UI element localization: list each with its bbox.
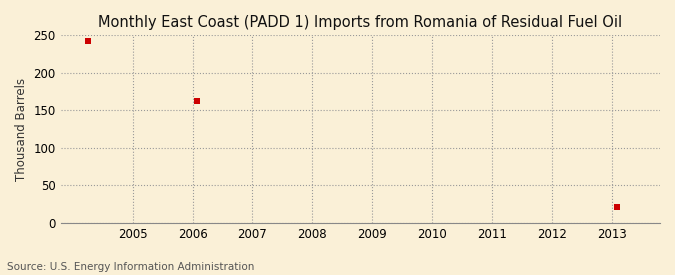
Point [82, 39, 93, 43]
Point [192, 98, 202, 103]
Text: Source: U.S. Energy Information Administration: Source: U.S. Energy Information Administ… [7, 262, 254, 272]
Title: Monthly East Coast (PADD 1) Imports from Romania of Residual Fuel Oil: Monthly East Coast (PADD 1) Imports from… [99, 15, 622, 30]
Point [612, 205, 622, 209]
Y-axis label: Thousand Barrels: Thousand Barrels [15, 78, 28, 181]
